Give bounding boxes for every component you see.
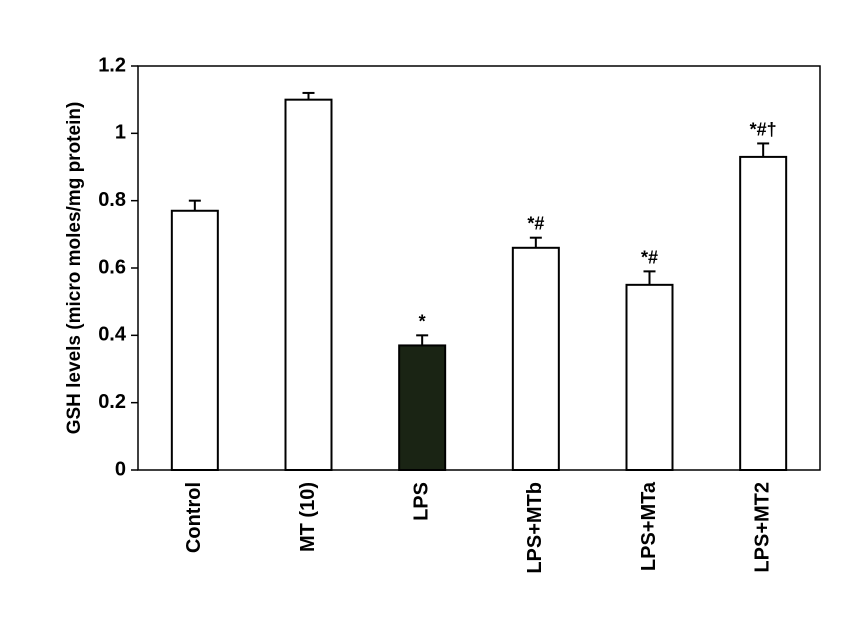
x-tick-label: Control <box>183 482 205 553</box>
bar <box>284 98 333 472</box>
x-tick-label: LPS+MTb <box>524 482 546 574</box>
x-tick-label: LPS <box>410 482 432 521</box>
bar <box>398 344 447 471</box>
x-tick-label: LPS+MTa <box>638 481 660 571</box>
y-tick-label: 0 <box>115 458 126 480</box>
y-tick-label: 0.2 <box>98 391 126 413</box>
bar <box>625 283 674 472</box>
y-tick-label: 0.8 <box>98 189 126 211</box>
annotation: *#† <box>750 119 777 139</box>
y-tick-label: 0.4 <box>98 324 127 346</box>
bar <box>739 155 788 471</box>
y-axis-label: GSH levels (micro moles/mg protein) <box>64 102 85 435</box>
y-tick-label: 1.2 <box>98 54 126 76</box>
annotation: *# <box>527 214 544 234</box>
x-tick-label: LPS+MT2 <box>751 482 773 573</box>
x-tick-label: MT (10) <box>297 482 319 552</box>
bar <box>170 209 219 471</box>
plot-frame <box>137 65 821 471</box>
bar <box>511 246 560 471</box>
annotation: *# <box>641 247 658 267</box>
y-tick-label: 0.6 <box>98 256 126 278</box>
annotation: * <box>419 311 426 331</box>
y-tick-label: 1 <box>115 122 126 144</box>
